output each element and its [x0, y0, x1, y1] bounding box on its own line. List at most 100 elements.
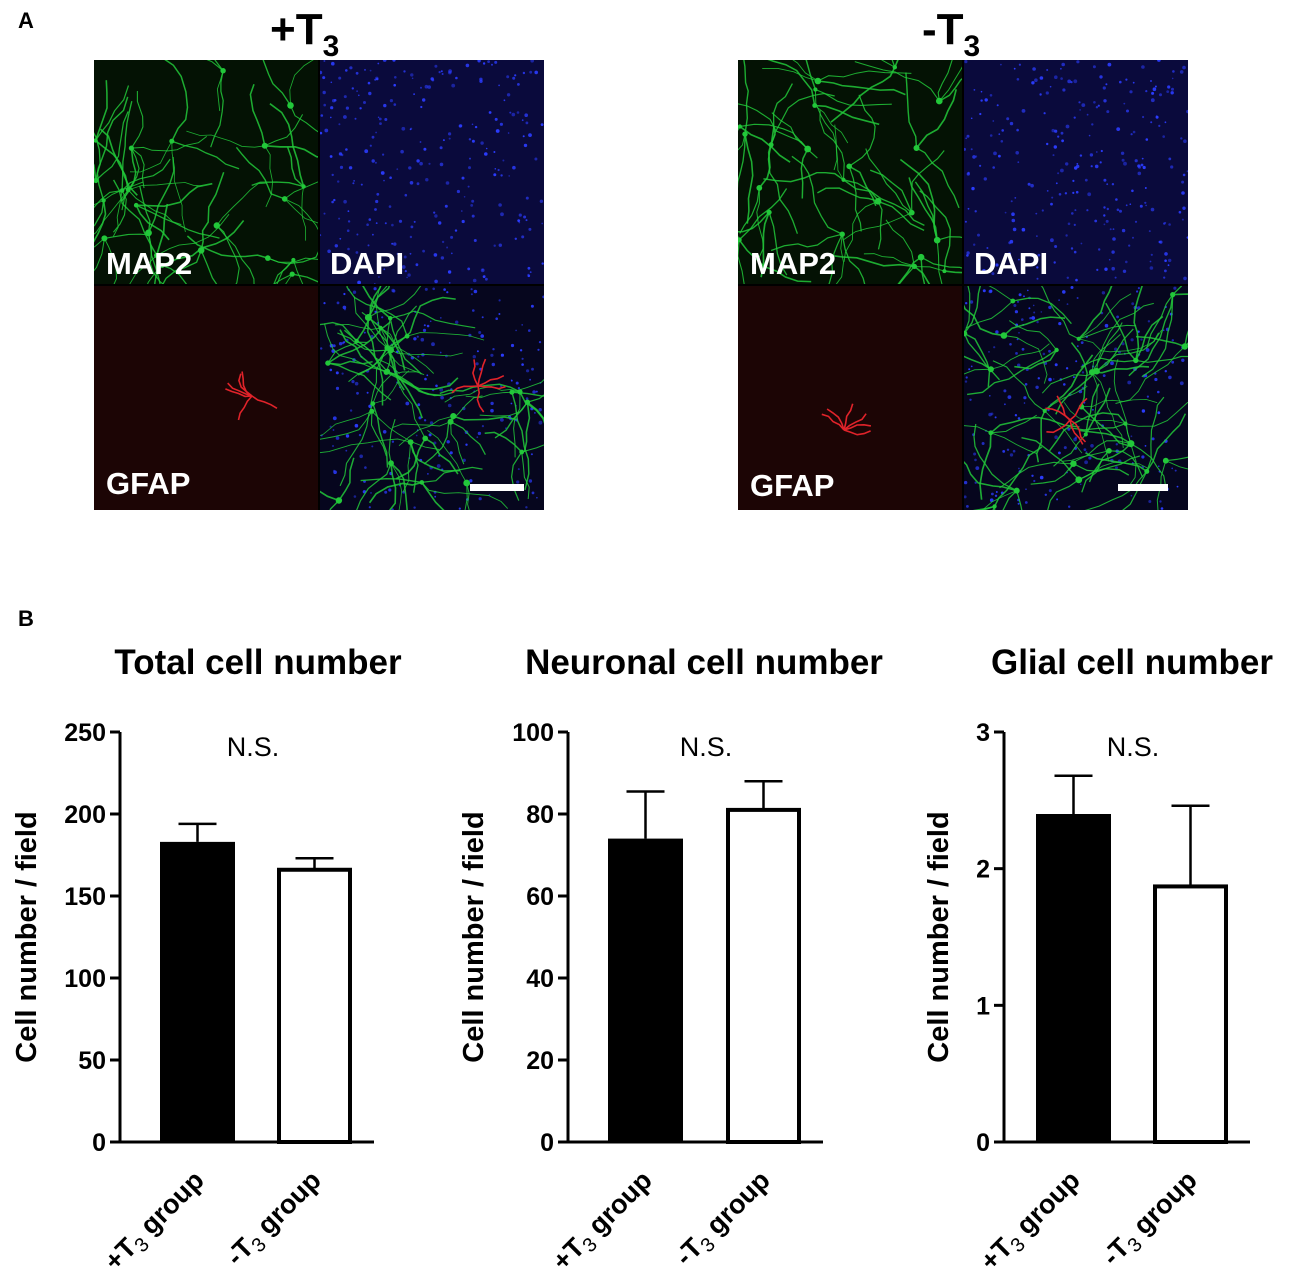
soma: [892, 65, 897, 70]
nucleus: [980, 90, 983, 93]
nucleus: [446, 440, 450, 444]
neurite: [1078, 293, 1132, 340]
nucleus: [1134, 220, 1138, 223]
nucleus: [459, 124, 463, 128]
neurite: [758, 126, 775, 189]
y-tick-label: 100: [64, 965, 106, 993]
soma: [917, 253, 925, 261]
tile-label: GFAP: [106, 466, 191, 501]
nucleus: [1012, 449, 1016, 453]
nucleus: [356, 233, 359, 236]
nucleus: [490, 401, 494, 406]
glial-process: [472, 359, 479, 387]
nucleus: [522, 135, 525, 138]
soma: [524, 399, 531, 405]
nucleus: [1062, 290, 1066, 294]
nucleus: [438, 221, 442, 225]
tile-background: [964, 60, 1188, 284]
nucleus: [1139, 204, 1143, 208]
nucleus: [500, 212, 504, 217]
neurite: [973, 423, 1017, 492]
nucleus: [470, 204, 474, 207]
nucleus: [472, 278, 477, 283]
nucleus: [1157, 411, 1161, 415]
nucleus: [1127, 380, 1132, 385]
nucleus: [331, 200, 334, 204]
micrograph-grid-minus-t3: MAP2 DAPI GFAP: [738, 60, 1188, 510]
nucleus: [1036, 235, 1038, 237]
nucleus: [415, 263, 419, 267]
nucleus: [1086, 113, 1089, 116]
nucleus: [989, 134, 993, 137]
gfap-image: [94, 286, 318, 510]
nucleus: [442, 139, 445, 142]
nucleus: [982, 268, 986, 273]
nucleus: [323, 212, 326, 215]
nucleus: [1021, 109, 1026, 113]
nucleus: [485, 147, 488, 150]
nucleus: [422, 249, 425, 253]
nucleus: [330, 106, 334, 110]
condition-title-minus-t3: -T3: [922, 8, 980, 62]
neurite: [287, 147, 305, 188]
neurite: [1096, 332, 1160, 372]
neurite: [273, 259, 294, 284]
nucleus: [1171, 360, 1175, 364]
nucleus: [1111, 266, 1115, 271]
nucleus: [467, 185, 470, 188]
nucleus: [521, 235, 525, 239]
nucleus: [382, 60, 387, 62]
nucleus: [1029, 317, 1032, 320]
nucleus: [517, 387, 521, 390]
neurite: [94, 189, 129, 235]
soma: [388, 316, 393, 321]
nucleus: [1179, 70, 1184, 74]
nucleus: [349, 66, 353, 70]
chart-title: Neuronal cell number: [525, 643, 883, 682]
nucleus: [1091, 123, 1094, 126]
nucleus: [526, 369, 530, 373]
nucleus: [354, 423, 359, 428]
nucleus: [1105, 83, 1108, 86]
nucleus: [463, 196, 466, 198]
nucleus: [1159, 240, 1163, 244]
nucleus: [498, 203, 502, 207]
y-axis-label: Cell number / field: [11, 811, 43, 1062]
nucleus: [456, 189, 460, 194]
neurite: [511, 391, 544, 397]
nucleus: [353, 495, 357, 498]
nucleus: [1015, 352, 1018, 355]
nucleus: [416, 182, 420, 186]
nucleus: [346, 229, 350, 232]
nucleus: [482, 275, 486, 278]
nucleus: [470, 293, 473, 296]
nucleus: [1103, 206, 1106, 209]
nucleus: [1122, 269, 1127, 273]
nucleus: [431, 78, 435, 82]
nucleus: [413, 220, 416, 223]
nucleus: [1123, 102, 1126, 105]
nucleus: [1157, 390, 1160, 394]
bar-minus-t3: [726, 807, 801, 1144]
nucleus: [478, 497, 482, 501]
nucleus: [529, 70, 533, 74]
nucleus: [433, 211, 436, 214]
nucleus: [1182, 206, 1186, 210]
neurite: [843, 200, 879, 262]
neurite: [760, 212, 770, 278]
chart-0: Total cell number 0 50 100 150 200 250 Cell num…: [11, 643, 402, 1276]
neurite: [264, 114, 304, 147]
nucleus: [516, 111, 520, 114]
nucleus: [409, 181, 414, 185]
soma: [909, 209, 915, 216]
micrograph-grid-plus-t3: MAP2 DAPI GFAP: [94, 60, 544, 510]
tile-merge: [964, 286, 1188, 510]
nucleus: [341, 372, 344, 375]
nucleus: [389, 176, 392, 179]
nucleus: [367, 244, 370, 247]
glial-process: [477, 385, 506, 390]
nucleus: [1106, 207, 1109, 211]
neurite: [964, 333, 1001, 381]
neurite: [264, 145, 274, 208]
nucleus: [510, 402, 513, 405]
